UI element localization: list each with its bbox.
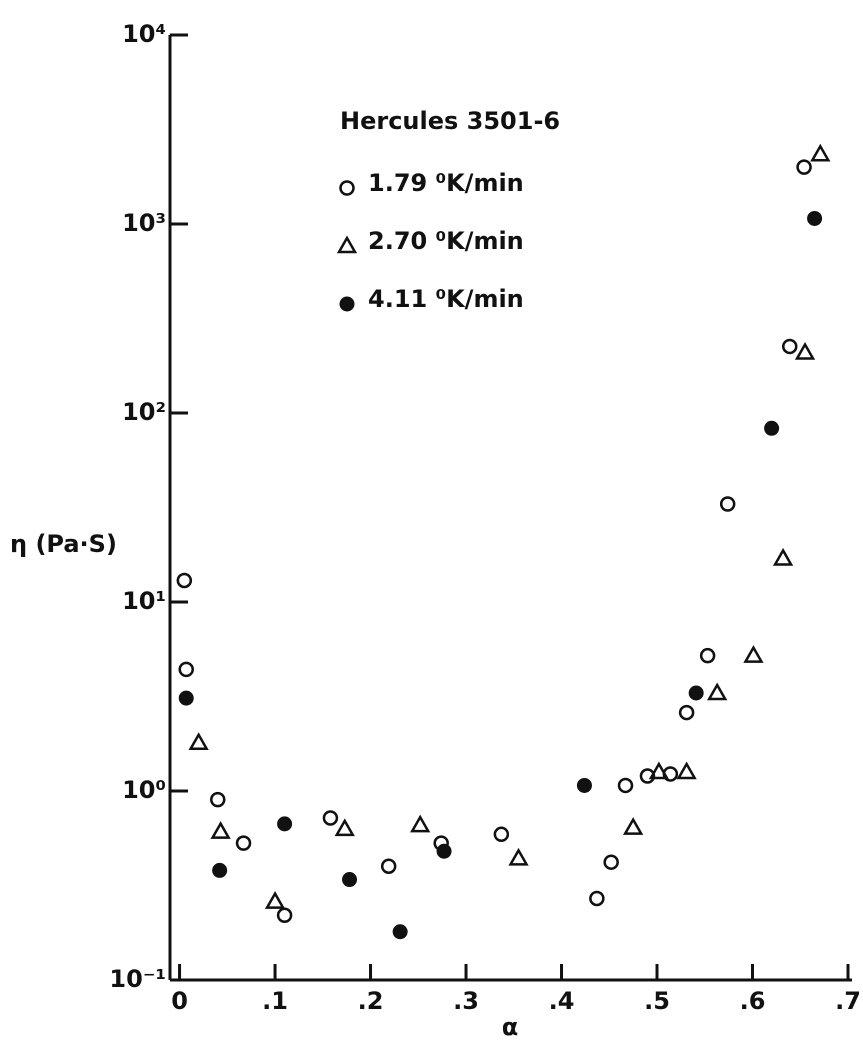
triangle-marker: [410, 814, 431, 833]
open-marker: [380, 858, 397, 874]
triangle-marker: [810, 143, 831, 162]
open-marker: [276, 907, 293, 924]
y-axis-label: η (Pa·S): [10, 530, 117, 558]
chart-title: Hercules 3501-6: [340, 107, 560, 135]
y-tick-label: 10⁻¹: [109, 965, 166, 993]
open-marker: [176, 572, 193, 589]
open-marker: [178, 661, 194, 678]
x-axis-label: α: [502, 1013, 519, 1041]
open-marker: [639, 768, 656, 784]
triangle-marker: [210, 821, 231, 839]
open-marker: [209, 791, 226, 808]
filled-marker: [688, 685, 704, 701]
triangle-marker: [264, 891, 286, 909]
x-tick-label: .6: [740, 987, 766, 1015]
x-tick-label: .7: [835, 987, 861, 1015]
filled-marker: [339, 296, 355, 312]
x-tick-label: .3: [453, 987, 479, 1015]
open-marker: [699, 647, 716, 664]
y-tick-label: 10⁴: [122, 20, 166, 48]
filled-marker: [212, 862, 228, 878]
x-tick-label: .2: [358, 987, 384, 1015]
open-marker: [589, 890, 605, 907]
triangle-marker: [188, 732, 209, 751]
triangle-marker: [743, 645, 764, 663]
y-tick-label: 10²: [122, 398, 166, 426]
open-marker: [339, 180, 355, 196]
filled-marker: [576, 777, 592, 793]
open-marker: [603, 854, 619, 870]
x-tick-label: .4: [549, 987, 575, 1015]
legend-label: 4.11 ⁰K/min: [368, 285, 524, 313]
x-tick-label: .5: [644, 987, 670, 1015]
open-marker: [235, 835, 252, 851]
triangle-marker: [794, 341, 816, 360]
filled-marker: [277, 816, 293, 832]
x-tick-label: .1: [262, 987, 288, 1015]
open-marker: [678, 704, 695, 721]
triangle-marker: [676, 761, 697, 780]
triangle-marker: [707, 682, 728, 701]
y-tick-label: 10⁰: [122, 776, 166, 804]
filled-marker: [807, 210, 823, 226]
filled-marker: [342, 872, 358, 888]
open-marker: [322, 810, 339, 826]
filled-marker: [436, 843, 452, 859]
triangle-marker: [648, 761, 670, 780]
y-tick-label: 10³: [122, 209, 166, 237]
triangle-marker: [622, 817, 644, 835]
x-tick-label: 0: [171, 987, 188, 1015]
open-marker: [781, 338, 798, 355]
y-tick-label: 10¹: [122, 587, 166, 615]
open-marker: [796, 159, 812, 175]
open-marker: [719, 496, 736, 512]
triangle-marker: [336, 235, 358, 254]
filled-marker: [178, 690, 194, 706]
legend-label: 1.79 ⁰K/min: [368, 169, 524, 197]
open-marker: [493, 826, 510, 843]
triangle-marker: [334, 818, 355, 837]
open-marker: [617, 777, 634, 794]
triangle-marker: [508, 847, 529, 866]
filled-marker: [392, 924, 408, 940]
triangle-marker: [772, 547, 794, 566]
legend-label: 2.70 ⁰K/min: [368, 227, 524, 255]
filled-marker: [764, 420, 780, 436]
